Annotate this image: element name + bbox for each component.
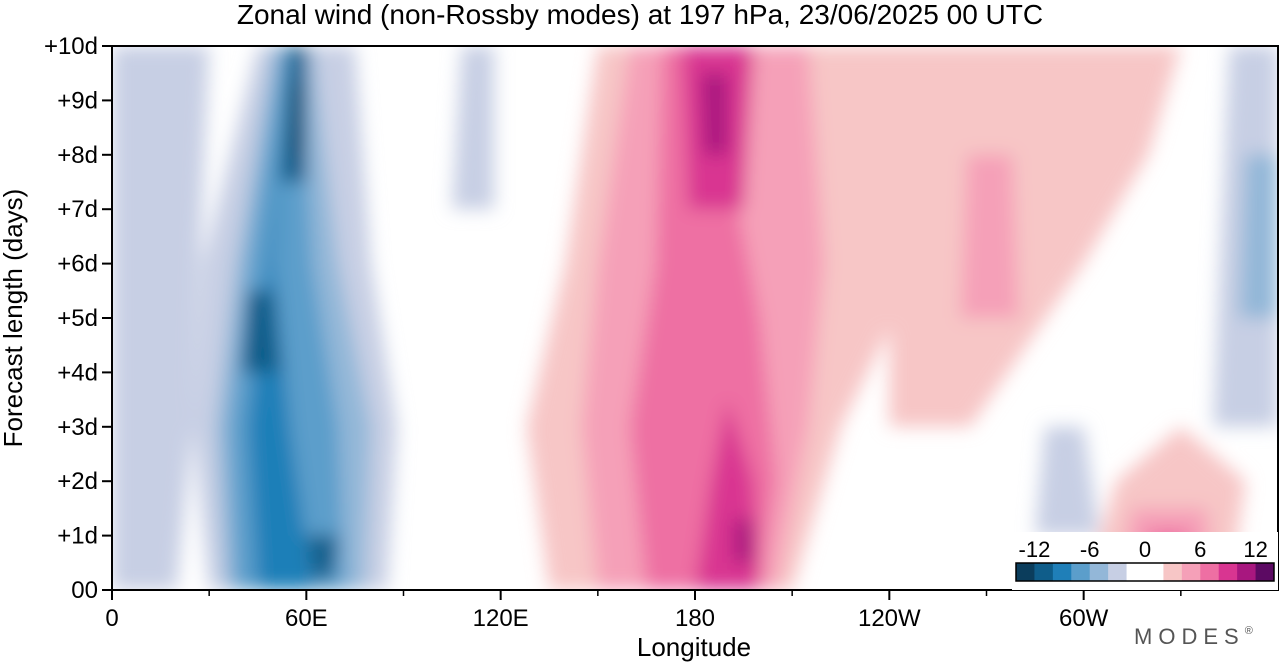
x-tick-label: 0 xyxy=(105,605,118,632)
colorbar-label: -12 xyxy=(1019,537,1051,562)
contour-region-5 xyxy=(241,290,281,373)
colorbar-swatch xyxy=(1237,563,1257,581)
colorbar-label: 0 xyxy=(1139,537,1151,562)
y-tick-label: +9d xyxy=(57,87,98,114)
colorbar-swatch xyxy=(1108,563,1128,581)
x-axis: 0 60E 120E 180 120W 60W xyxy=(105,590,1182,632)
y-tick-label: +2d xyxy=(57,468,98,495)
y-tick-label: +3d xyxy=(57,414,98,441)
colorbar-label: -6 xyxy=(1080,537,1100,562)
y-tick-label: +4d xyxy=(57,359,98,386)
colorbar-swatch xyxy=(1126,563,1146,581)
y-tick-label: +1d xyxy=(57,523,98,550)
x-tick-label: 120W xyxy=(858,605,921,632)
colorbar-swatch xyxy=(1071,563,1091,581)
y-tick-label: +7d xyxy=(57,196,98,223)
x-tick-label: 120E xyxy=(473,605,529,632)
modes-logo: MODES® xyxy=(1134,624,1253,649)
contour-region-8 xyxy=(293,84,300,155)
brand-text: MODES xyxy=(1134,624,1245,649)
colorbar-swatch xyxy=(1016,563,1035,581)
y-tick-label: +5d xyxy=(57,305,98,332)
contour-region-25 xyxy=(112,372,158,590)
colorbar-swatch xyxy=(1163,563,1183,581)
contour-region-24 xyxy=(452,46,495,210)
colorbar-swatch xyxy=(1052,563,1072,581)
colorbar-swatch xyxy=(1200,563,1220,581)
x-tick-label: 60W xyxy=(1059,605,1109,632)
y-axis-title: Forecast length (days) xyxy=(0,189,28,448)
contour-region-15 xyxy=(733,519,754,563)
brand-mark: ® xyxy=(1245,625,1253,637)
contour-region-14 xyxy=(701,73,728,155)
chart-title: Zonal wind (non-Rossby modes) at 197 hPa… xyxy=(237,0,1043,30)
colorbar-swatch xyxy=(1089,563,1109,581)
x-tick-label: 60E xyxy=(285,605,328,632)
y-tick-label: 00 xyxy=(71,577,98,604)
contour-region-22 xyxy=(1239,154,1278,318)
contour-region-23 xyxy=(1035,426,1100,536)
x-tick-label: 180 xyxy=(675,605,715,632)
colorbar-swatch xyxy=(1255,563,1275,581)
y-tick-label: +10d xyxy=(44,33,98,60)
plot-area xyxy=(112,46,1278,590)
contour-region-4 xyxy=(248,46,313,590)
y-tick-label: +8d xyxy=(57,142,98,169)
y-tick-label: +6d xyxy=(57,251,98,278)
contour-region-16 xyxy=(889,46,1181,427)
contour-field xyxy=(112,46,1278,590)
colorbar-swatch xyxy=(1145,563,1164,581)
contour-region-6 xyxy=(306,535,339,580)
colorbar-label: 6 xyxy=(1194,537,1206,562)
colorbar-swatch xyxy=(1034,563,1054,581)
colorbar-swatch xyxy=(1181,563,1201,581)
x-axis-title: Longitude xyxy=(637,632,751,662)
colorbar-swatch xyxy=(1218,563,1238,581)
y-axis: 00 +1d +2d +3d +4d +5d +6d +7d +8d +9d +10d xyxy=(44,33,112,604)
colorbar-label: 12 xyxy=(1243,537,1267,562)
contour-region-17 xyxy=(960,154,1019,318)
colorbar-frame xyxy=(1015,562,1275,582)
colorbar: -12 -6 0 6 12 xyxy=(1012,532,1278,590)
